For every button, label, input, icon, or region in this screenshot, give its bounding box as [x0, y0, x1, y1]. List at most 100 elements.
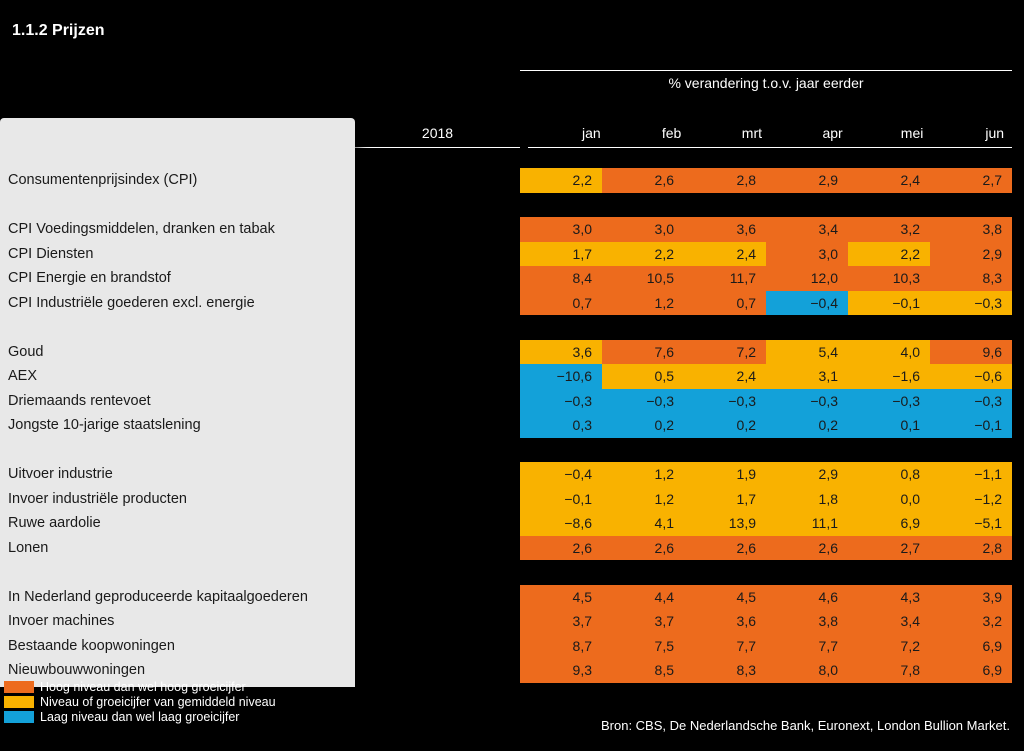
- data-cell: 2,7: [930, 168, 1012, 193]
- data-cell: 4,0: [848, 340, 930, 365]
- data-cell: −8,6: [520, 511, 602, 536]
- data-cell: −0,1: [848, 291, 930, 316]
- month-header: jan: [528, 125, 609, 141]
- data-row: −0,3−0,3−0,3−0,3−0,3−0,3: [355, 389, 1012, 414]
- data-cell: 3,6: [520, 340, 602, 365]
- data-cell: 2,6: [520, 536, 602, 561]
- legend-swatch: [4, 681, 34, 693]
- row-label: [0, 438, 355, 463]
- data-cell: 7,5: [602, 634, 684, 659]
- legend-label: Laag niveau dan wel laag groeicijfer: [40, 710, 239, 724]
- month-header: mrt: [689, 125, 770, 141]
- legend-item: Laag niveau dan wel laag groeicijfer: [4, 710, 276, 724]
- data-cell: 0,2: [766, 413, 848, 438]
- row-label: [0, 560, 355, 585]
- data-cell: 11,7: [684, 266, 766, 291]
- data-cell: 3,0: [602, 217, 684, 242]
- data-row: 3,67,67,25,44,09,6: [355, 340, 1012, 365]
- data-cell: 2,4: [684, 242, 766, 267]
- data-cell: 0,2: [684, 413, 766, 438]
- data-row: 3,03,03,63,43,23,8: [355, 217, 1012, 242]
- data-cell: 0,8: [848, 462, 930, 487]
- data-cell: 7,7: [684, 634, 766, 659]
- data-cell: 1,2: [602, 462, 684, 487]
- legend-label: Niveau of groeicijfer van gemiddeld nive…: [40, 695, 276, 709]
- data-cell: 8,3: [930, 266, 1012, 291]
- data-row: 3,73,73,63,83,43,2: [355, 609, 1012, 634]
- data-cell: −0,1: [930, 413, 1012, 438]
- data-cell: 6,9: [848, 511, 930, 536]
- data-cell: 2,4: [684, 364, 766, 389]
- data-row: 4,54,44,54,64,33,9: [355, 585, 1012, 610]
- data-cell: 0,7: [684, 291, 766, 316]
- data-cell: 2,2: [520, 168, 602, 193]
- month-header: apr: [770, 125, 851, 141]
- data-row: [355, 560, 1012, 585]
- data-cell: 7,6: [602, 340, 684, 365]
- legend-item: Hoog niveau dan wel hoog groeicijfer: [4, 680, 276, 694]
- data-cell: 9,6: [930, 340, 1012, 365]
- data-cell: 4,3: [848, 585, 930, 610]
- data-area: 2,22,62,82,92,42,73,03,03,63,43,23,81,72…: [355, 168, 1012, 683]
- data-cell: −0,4: [520, 462, 602, 487]
- data-cell: −5,1: [930, 511, 1012, 536]
- data-cell: 4,5: [520, 585, 602, 610]
- data-cell: 8,7: [520, 634, 602, 659]
- data-row: [355, 438, 1012, 463]
- data-cell: 3,6: [684, 609, 766, 634]
- data-cell: −1,1: [930, 462, 1012, 487]
- data-row: 8,77,57,77,77,26,9: [355, 634, 1012, 659]
- data-row: −0,11,21,71,80,0−1,2: [355, 487, 1012, 512]
- data-cell: 7,2: [848, 634, 930, 659]
- row-label: [0, 315, 355, 340]
- data-cell: −0,3: [766, 389, 848, 414]
- row-label: Jongste 10-jarige staatslening: [0, 413, 355, 438]
- data-cell: −1,2: [930, 487, 1012, 512]
- data-cell: 3,7: [602, 609, 684, 634]
- data-cell: 1,8: [766, 487, 848, 512]
- data-cell: 6,9: [930, 634, 1012, 659]
- row-label: AEX: [0, 364, 355, 389]
- chart-container: 1.1.2 Prijzen % verandering t.o.v. jaar …: [0, 0, 1024, 751]
- data-cell: 0,3: [520, 413, 602, 438]
- data-cell: 3,6: [684, 217, 766, 242]
- data-cell: −10,6: [520, 364, 602, 389]
- data-cell: 3,4: [766, 217, 848, 242]
- data-cell: 2,8: [930, 536, 1012, 561]
- data-cell: −0,3: [930, 389, 1012, 414]
- data-cell: 3,4: [848, 609, 930, 634]
- row-label: Nieuwbouwwoningen: [0, 658, 355, 683]
- row-label: In Nederland geproduceerde kapitaalgoede…: [0, 585, 355, 610]
- data-cell: 3,0: [520, 217, 602, 242]
- data-cell: 8,5: [602, 658, 684, 683]
- data-cell: 3,1: [766, 364, 848, 389]
- header-group-label: % verandering t.o.v. jaar eerder: [520, 75, 1012, 91]
- data-cell: 4,6: [766, 585, 848, 610]
- data-cell: −0,3: [848, 389, 930, 414]
- data-cell: −1,6: [848, 364, 930, 389]
- month-header: feb: [609, 125, 690, 141]
- legend: Hoog niveau dan wel hoog groeicijferNive…: [4, 680, 276, 725]
- data-cell: 4,5: [684, 585, 766, 610]
- data-row: −10,60,52,43,1−1,6−0,6: [355, 364, 1012, 389]
- data-cell: −0,1: [520, 487, 602, 512]
- row-label: Invoer industriële producten: [0, 487, 355, 512]
- data-cell: 2,9: [930, 242, 1012, 267]
- data-cell: 2,8: [684, 168, 766, 193]
- row-label: Driemaands rentevoet: [0, 389, 355, 414]
- data-cell: 4,1: [602, 511, 684, 536]
- year-label: 2018: [355, 125, 520, 148]
- data-cell: 3,7: [520, 609, 602, 634]
- data-cell: −0,3: [684, 389, 766, 414]
- source-text: Bron: CBS, De Nederlandsche Bank, Eurone…: [601, 718, 1010, 733]
- data-cell: 8,4: [520, 266, 602, 291]
- data-row: 8,410,511,712,010,38,3: [355, 266, 1012, 291]
- data-row: 0,30,20,20,20,1−0,1: [355, 413, 1012, 438]
- data-cell: 0,5: [602, 364, 684, 389]
- data-cell: −0,3: [602, 389, 684, 414]
- legend-item: Niveau of groeicijfer van gemiddeld nive…: [4, 695, 276, 709]
- row-label: Lonen: [0, 536, 355, 561]
- month-header: jun: [931, 125, 1012, 141]
- data-cell: 7,8: [848, 658, 930, 683]
- data-cell: 2,7: [848, 536, 930, 561]
